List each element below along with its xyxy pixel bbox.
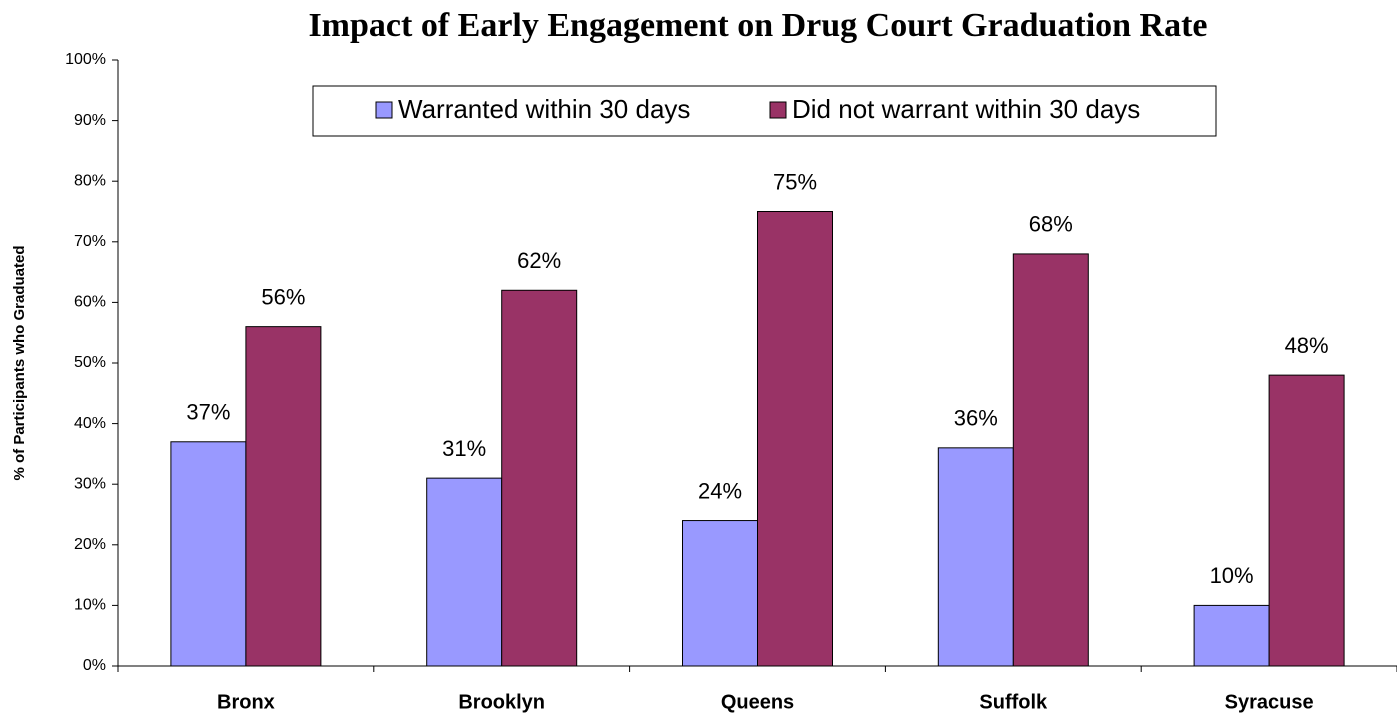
value-label: 37%: [186, 400, 230, 425]
value-label: 31%: [442, 436, 486, 461]
y-tick-label: 10%: [74, 597, 106, 614]
bar: [245, 326, 322, 667]
value-label: 56%: [261, 284, 305, 309]
x-tick-label: Brooklyn: [458, 691, 545, 713]
legend-label: Warranted within 30 days: [398, 94, 690, 124]
bar: [426, 477, 503, 667]
x-tick-label: Syracuse: [1225, 691, 1314, 713]
bar: [682, 520, 758, 667]
y-tick-label: 80%: [74, 172, 106, 189]
legend-swatch: [375, 101, 393, 119]
bar: [937, 447, 1014, 667]
value-label: 10%: [1210, 563, 1254, 588]
y-tick-label: 20%: [74, 536, 106, 553]
y-tick-label: 30%: [74, 475, 106, 492]
x-tick-label: Suffolk: [979, 691, 1048, 713]
value-label: 36%: [954, 406, 998, 431]
bar: [757, 211, 833, 667]
legend-label: Did not warrant within 30 days: [792, 94, 1140, 124]
bar: [1012, 253, 1089, 667]
y-tick-label: 50%: [74, 354, 106, 371]
y-tick-label: 60%: [74, 294, 106, 311]
y-tick-label: 0%: [83, 657, 106, 674]
legend-box: [312, 85, 1217, 137]
y-axis-label: % of Participants who Graduated: [11, 245, 28, 480]
bar: [170, 441, 247, 667]
x-tick-label: Queens: [721, 691, 794, 713]
bar: [1193, 604, 1270, 667]
chart-title: Impact of Early Engagement on Drug Court…: [308, 7, 1207, 44]
y-tick-label: 70%: [74, 233, 106, 250]
y-tick-label: 40%: [74, 415, 106, 432]
y-tick-label: 100%: [65, 51, 106, 68]
value-label: 24%: [698, 478, 742, 503]
value-label: 68%: [1029, 212, 1073, 237]
bar: [1268, 374, 1345, 667]
x-tick-label: Bronx: [217, 691, 275, 713]
bar: [501, 289, 578, 667]
value-label: 48%: [1285, 333, 1329, 358]
y-tick-label: 90%: [74, 112, 106, 129]
value-label: 62%: [517, 248, 561, 273]
value-label: 75%: [773, 169, 817, 194]
legend-swatch: [769, 101, 787, 119]
